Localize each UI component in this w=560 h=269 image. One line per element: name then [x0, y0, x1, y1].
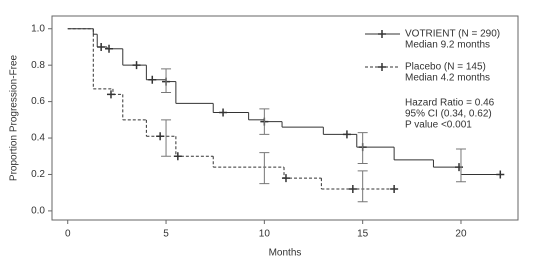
censor-mark [97, 42, 106, 51]
censor-mark [390, 185, 399, 194]
y-tick-label: 0.2 [31, 169, 45, 180]
legend-median: Median 9.2 months [405, 40, 490, 51]
y-tick-label: 0.4 [31, 133, 45, 144]
censor-mark [455, 163, 464, 172]
censor-mark [281, 174, 290, 183]
censor-mark [148, 75, 157, 84]
censor-mark [132, 61, 141, 70]
plot-frame [51, 15, 519, 221]
error-bar [455, 148, 466, 183]
censor-mark [156, 132, 165, 141]
x-tick-label: 15 [357, 229, 369, 240]
censor-mark [105, 44, 114, 53]
censor-mark [496, 170, 505, 179]
legend-marker [378, 30, 386, 38]
y-tick-label: 1.0 [31, 23, 45, 34]
error-bar [161, 68, 172, 93]
error-bar [161, 119, 172, 157]
censor-mark [173, 152, 182, 161]
censor-mark [219, 108, 228, 117]
y-axis-label: Proportion Progression-Free [9, 54, 20, 181]
y-tick-label: 0.6 [31, 96, 45, 107]
x-tick-label: 0 [65, 229, 71, 240]
error-bar [259, 152, 270, 185]
censor-mark [106, 90, 115, 99]
y-tick-label: 0.0 [31, 206, 45, 217]
censor-mark [348, 185, 357, 194]
annotation: 95% CI (0.34, 0.62) [405, 109, 492, 120]
error-bar [357, 170, 368, 203]
legend-label: VOTRIENT (N = 290) [405, 29, 500, 40]
error-bar [259, 108, 270, 135]
error-bar [357, 132, 368, 165]
censor-mark [342, 130, 351, 139]
x-axis-label: Months [269, 248, 302, 259]
legend-marker [378, 63, 386, 71]
x-tick-label: 5 [163, 229, 169, 240]
y-tick-label: 0.8 [31, 60, 45, 71]
x-tick-label: 10 [259, 229, 271, 240]
annotation: Hazard Ratio = 0.46 [405, 98, 495, 109]
legend-median: Median 4.2 months [405, 73, 490, 84]
x-tick-label: 20 [455, 229, 467, 240]
legend-label: Placebo (N = 145) [405, 62, 486, 73]
annotation: P value <0.001 [405, 120, 472, 131]
